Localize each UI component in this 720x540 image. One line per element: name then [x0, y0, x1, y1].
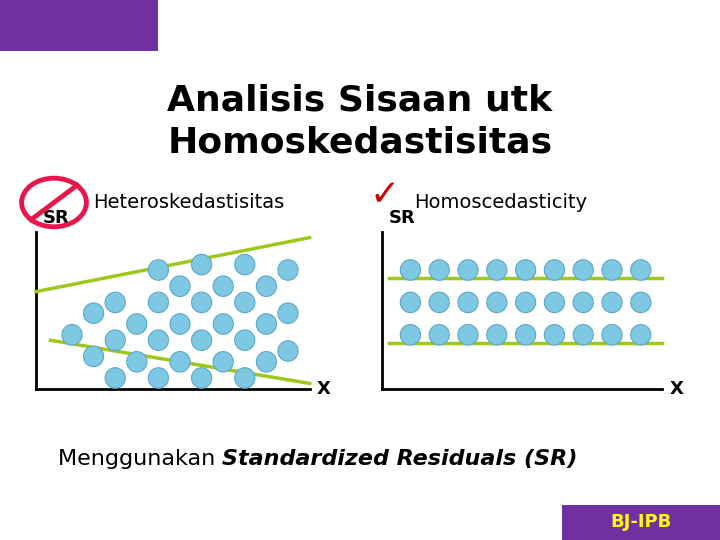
Text: Analisis Sisaan utk
Homoskedastisitas: Analisis Sisaan utk Homoskedastisitas [168, 84, 552, 160]
Ellipse shape [487, 325, 507, 345]
Ellipse shape [516, 325, 536, 345]
Ellipse shape [127, 314, 147, 334]
Text: Standardized Residuals (SR): Standardized Residuals (SR) [222, 449, 577, 469]
Ellipse shape [573, 292, 593, 313]
Ellipse shape [127, 352, 147, 372]
Ellipse shape [235, 254, 255, 275]
Ellipse shape [458, 325, 478, 345]
Text: BJ-IPB: BJ-IPB [610, 513, 672, 531]
Ellipse shape [192, 292, 212, 313]
Ellipse shape [429, 260, 449, 280]
Ellipse shape [544, 292, 564, 313]
Ellipse shape [170, 276, 190, 296]
Text: X: X [670, 380, 683, 398]
Ellipse shape [429, 325, 449, 345]
Ellipse shape [278, 260, 298, 280]
Ellipse shape [429, 292, 449, 313]
Ellipse shape [400, 260, 420, 280]
Ellipse shape [256, 314, 276, 334]
Ellipse shape [544, 325, 564, 345]
Text: X: X [317, 380, 330, 398]
Ellipse shape [458, 260, 478, 280]
Ellipse shape [192, 254, 212, 275]
Ellipse shape [631, 325, 651, 345]
Ellipse shape [148, 260, 168, 280]
Ellipse shape [170, 352, 190, 372]
Ellipse shape [192, 368, 212, 388]
Ellipse shape [105, 368, 125, 388]
Ellipse shape [170, 314, 190, 334]
Ellipse shape [235, 368, 255, 388]
Ellipse shape [192, 330, 212, 350]
Ellipse shape [256, 352, 276, 372]
Ellipse shape [256, 276, 276, 296]
Ellipse shape [487, 292, 507, 313]
Text: SR: SR [43, 209, 70, 227]
FancyBboxPatch shape [0, 0, 158, 51]
Ellipse shape [573, 325, 593, 345]
Ellipse shape [62, 325, 82, 345]
Text: Homoscedasticity: Homoscedasticity [414, 193, 587, 212]
Ellipse shape [213, 276, 233, 296]
Ellipse shape [400, 292, 420, 313]
Ellipse shape [105, 292, 125, 313]
Ellipse shape [573, 260, 593, 280]
Ellipse shape [235, 292, 255, 313]
Ellipse shape [148, 368, 168, 388]
Ellipse shape [213, 352, 233, 372]
Ellipse shape [516, 260, 536, 280]
Ellipse shape [105, 330, 125, 350]
Ellipse shape [84, 303, 104, 323]
FancyBboxPatch shape [562, 505, 720, 540]
Text: SR: SR [389, 209, 415, 227]
Ellipse shape [516, 292, 536, 313]
Ellipse shape [400, 325, 420, 345]
Ellipse shape [631, 292, 651, 313]
Ellipse shape [458, 292, 478, 313]
Text: ✓: ✓ [370, 179, 400, 212]
Text: Heteroskedastisitas: Heteroskedastisitas [94, 193, 285, 212]
Ellipse shape [213, 314, 233, 334]
Ellipse shape [602, 325, 622, 345]
Ellipse shape [544, 260, 564, 280]
Ellipse shape [278, 341, 298, 361]
Ellipse shape [84, 346, 104, 367]
Ellipse shape [602, 292, 622, 313]
Text: Menggunakan: Menggunakan [58, 449, 222, 469]
Ellipse shape [235, 330, 255, 350]
Ellipse shape [631, 260, 651, 280]
Ellipse shape [148, 330, 168, 350]
Ellipse shape [278, 303, 298, 323]
Ellipse shape [148, 292, 168, 313]
Ellipse shape [487, 260, 507, 280]
Ellipse shape [602, 260, 622, 280]
